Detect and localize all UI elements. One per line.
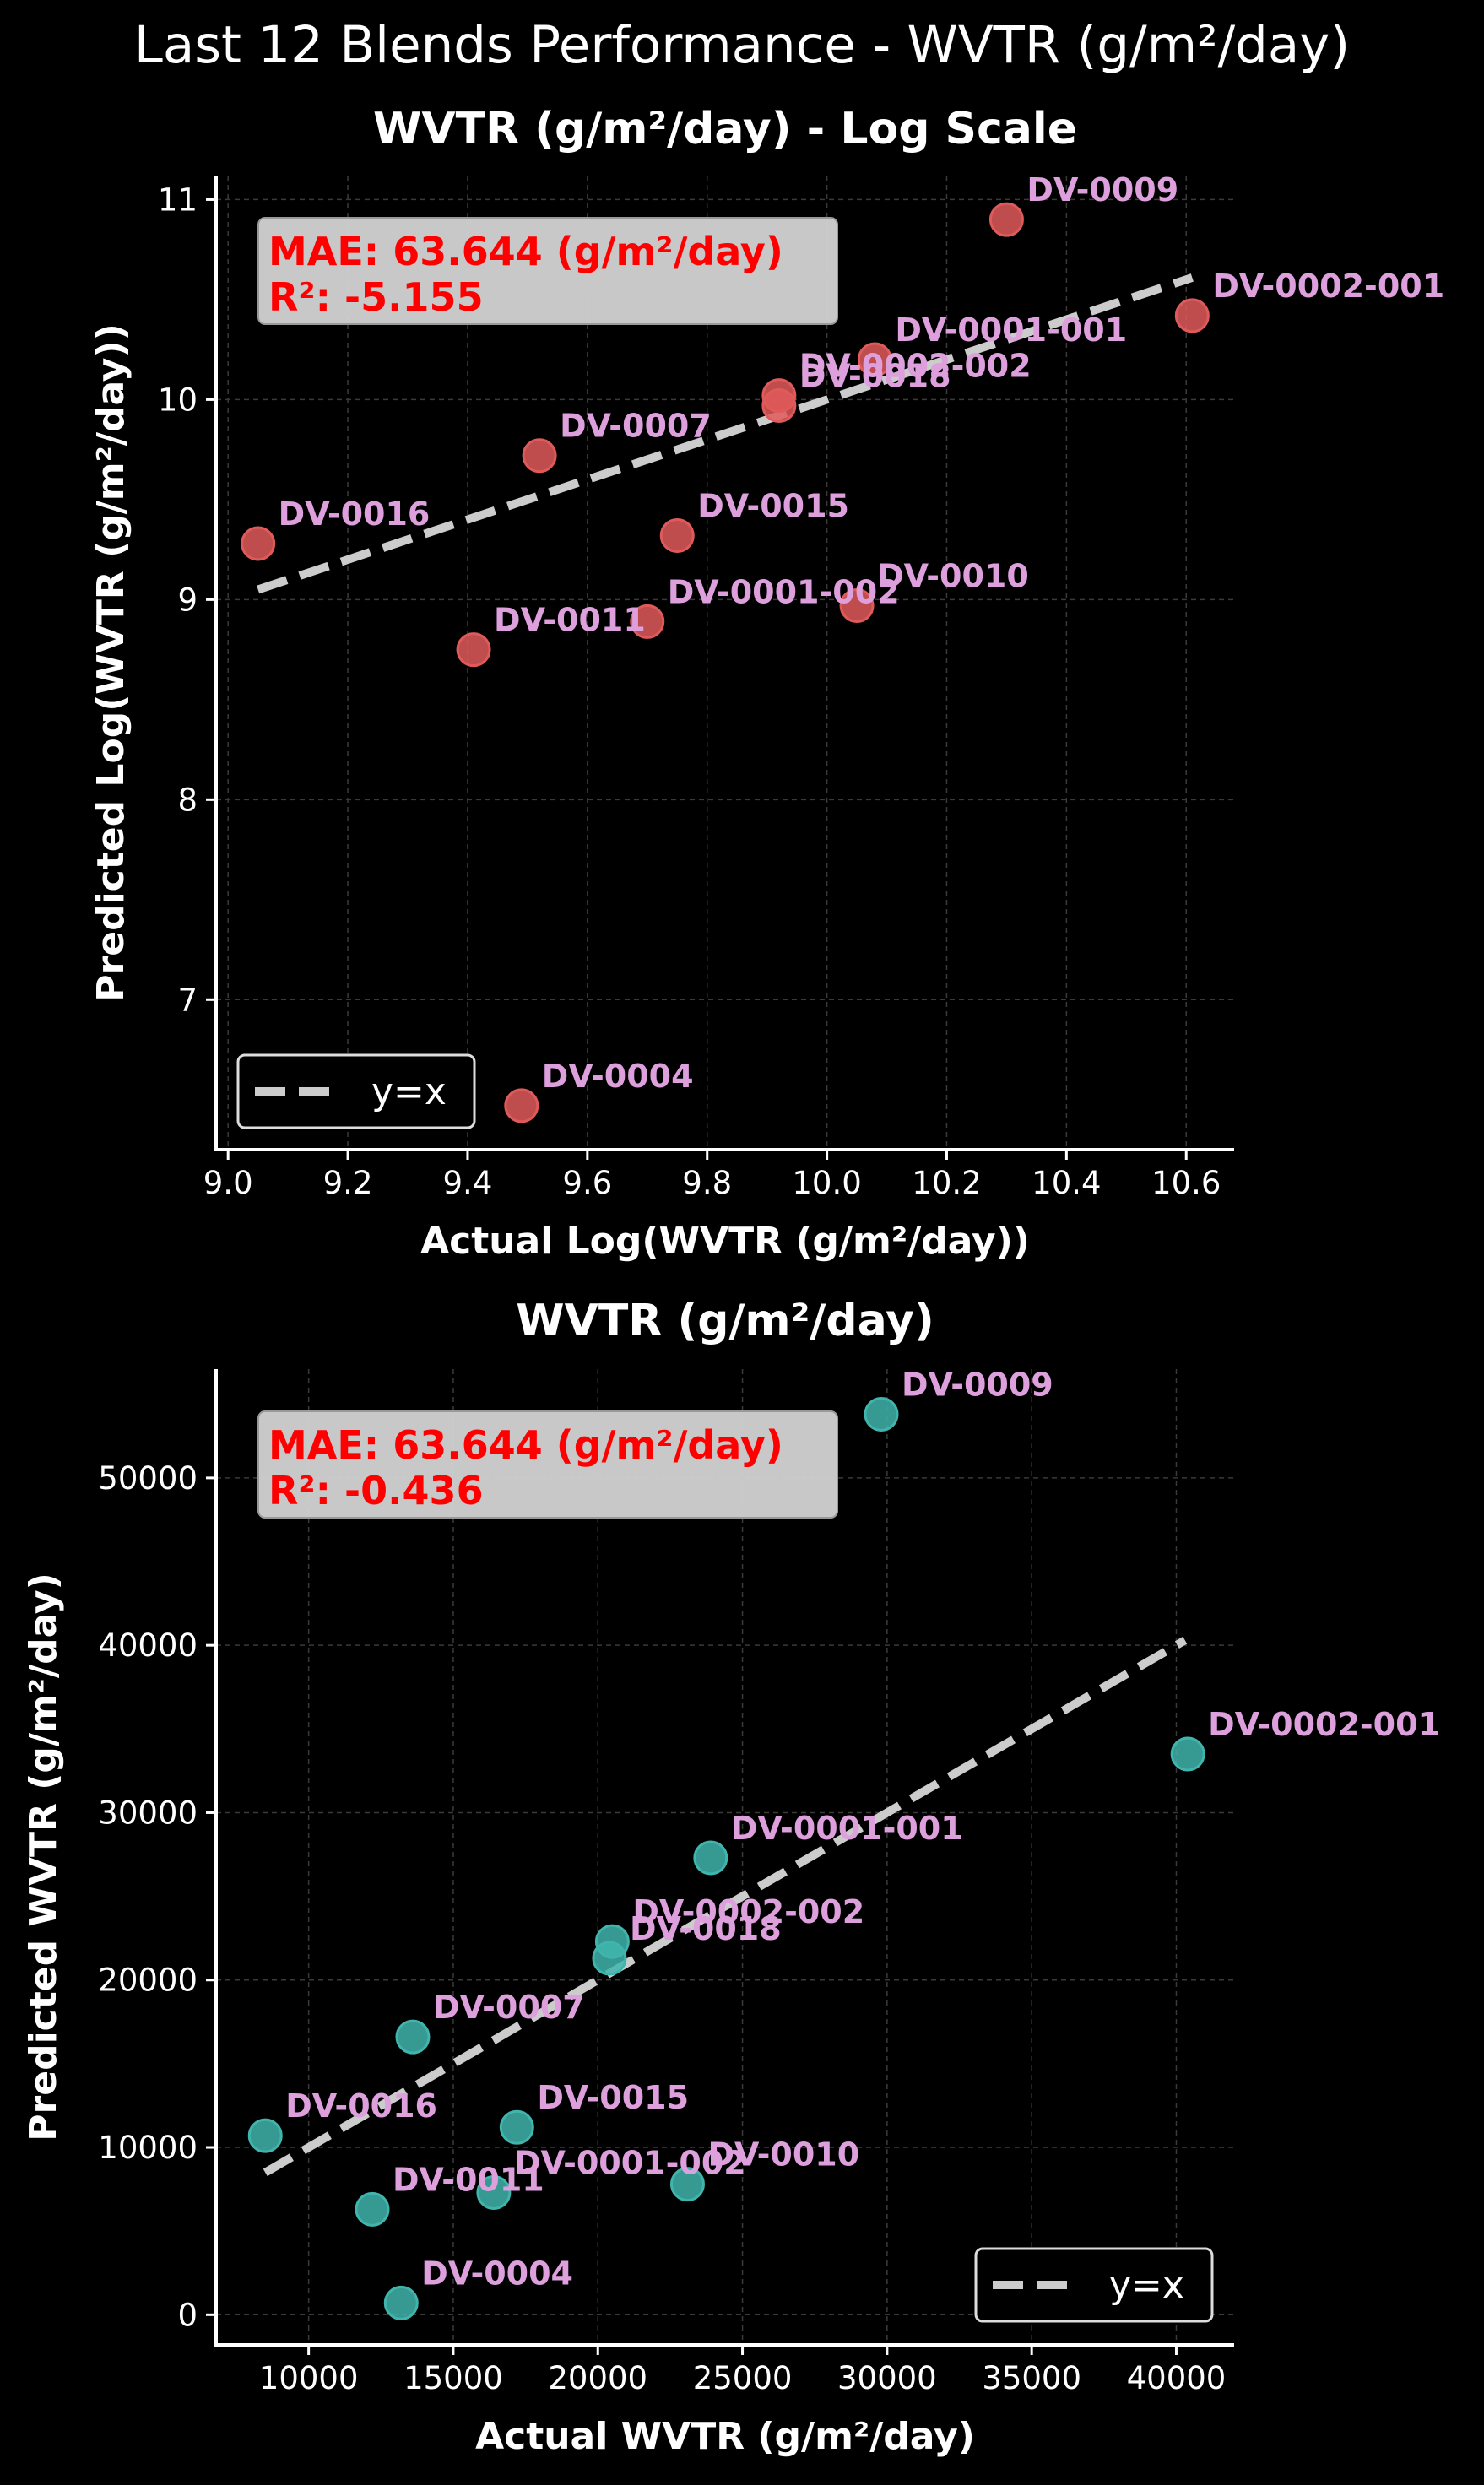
data-point <box>857 342 892 377</box>
x-tick-label: 10.4 <box>1032 1165 1101 1201</box>
figure-title: Last 12 Blends Performance - WVTR (g/m²/… <box>133 15 1351 75</box>
data-point <box>988 202 1024 237</box>
r2-text: R²: -0.436 <box>268 1468 484 1513</box>
point-label: DV-0010 <box>877 557 1029 594</box>
x-tick-label: 9.4 <box>443 1165 493 1201</box>
y-tick-label: 0 <box>177 2297 198 2333</box>
data-point <box>659 518 695 554</box>
y-tick-label: 40000 <box>98 1627 198 1664</box>
data-point <box>761 388 797 424</box>
x-axis-title: Actual WVTR (g/m²/day) <box>475 2415 975 2458</box>
data-point <box>669 2167 705 2202</box>
data-point <box>630 604 665 639</box>
chart-title: WVTR (g/m²/day) <box>516 1296 934 1346</box>
chart-log-scale: 9.0 9.2 9.4 9.6 9.8 10.0 10.2 10.4 10.6 7 8 9 10 11 WV… <box>89 104 1444 1263</box>
metrics-box <box>257 1410 838 1519</box>
x-tick-label: 25000 <box>693 2360 793 2396</box>
data-point <box>383 2285 419 2320</box>
point-label: DV-0001-002 <box>668 573 900 610</box>
point-label: DV-0002-001 <box>1208 1706 1440 1743</box>
point-label: DV-0016 <box>285 2087 437 2125</box>
data-point <box>504 1088 539 1123</box>
y-axis-title: Predicted Log(WVTR (g/m²/day)) <box>89 323 133 1001</box>
data-point <box>499 2109 534 2145</box>
y-tick-label: 11 <box>158 181 198 218</box>
mae-text: MAE: 63.644 (g/m²/day) <box>268 229 783 274</box>
x-tick-label: 9.2 <box>323 1165 373 1201</box>
data-point <box>247 2118 283 2153</box>
point-label: DV-0001-001 <box>895 311 1127 349</box>
x-tick-label: 40000 <box>1127 2360 1227 2396</box>
data-point <box>395 2019 431 2055</box>
point-label: DV-0011 <box>393 2161 544 2198</box>
point-label: DV-0009 <box>1026 171 1178 208</box>
x-tick-label: 9.6 <box>562 1165 612 1201</box>
legend-label: y=x <box>371 1070 447 1113</box>
identity-line <box>263 1636 1188 2177</box>
point-label: DV-0001-001 <box>731 1810 963 1847</box>
r2-text: R²: -5.155 <box>268 274 484 320</box>
metrics-box <box>257 217 838 325</box>
data-point <box>476 2175 512 2211</box>
point-label: DV-0007 <box>560 408 712 445</box>
x-tick-label: 10.2 <box>912 1165 981 1201</box>
mae-text: MAE: 63.644 (g/m²/day) <box>268 1422 783 1468</box>
legend-label: y=x <box>1109 2264 1184 2307</box>
data-point <box>355 2191 390 2227</box>
x-tick-label: 10000 <box>259 2360 359 2396</box>
data-point <box>839 587 875 623</box>
x-tick-label: 30000 <box>837 2360 937 2396</box>
point-label: DV-0010 <box>707 2136 859 2174</box>
point-label: DV-0016 <box>279 495 431 533</box>
y-tick-label: 10000 <box>98 2130 198 2166</box>
y-tick-label: 8 <box>177 782 198 818</box>
data-point <box>693 1840 728 1876</box>
identity-line <box>257 273 1194 594</box>
legend-box <box>236 1053 476 1129</box>
x-axis-title: Actual Log(WVTR (g/m²/day)) <box>420 1220 1030 1263</box>
y-axis-title: Predicted WVTR (g/m²/day) <box>22 1573 65 2141</box>
legend-box <box>974 2247 1214 2323</box>
y-tick-label: 50000 <box>98 1460 198 1497</box>
point-label: DV-0002-002 <box>799 348 1032 385</box>
data-point <box>241 526 276 561</box>
point-label: DV-0004 <box>542 1058 694 1095</box>
point-label: DV-0007 <box>433 1989 585 2026</box>
y-tick-label: 10 <box>158 382 198 418</box>
x-tick-label: 20000 <box>548 2360 647 2396</box>
data-point <box>456 632 491 668</box>
point-label: DV-0001-002 <box>514 2145 746 2182</box>
point-label: DV-0002-001 <box>1212 268 1444 305</box>
point-label: DV-0018 <box>799 358 951 395</box>
point-label: DV-0018 <box>630 1910 782 1947</box>
data-point <box>1170 1736 1205 1772</box>
chart-linear-scale: 10000 15000 20000 25000 30000 35000 40000 0 1000… <box>22 1296 1440 2458</box>
y-tick-label: 9 <box>177 582 198 618</box>
point-label: DV-0004 <box>421 2255 573 2292</box>
data-point <box>864 1397 899 1432</box>
point-label: DV-0015 <box>537 2079 689 2116</box>
data-point <box>522 438 557 474</box>
x-tick-label: 10.0 <box>792 1165 861 1201</box>
point-label: DV-0011 <box>494 602 646 639</box>
x-tick-label: 15000 <box>403 2360 503 2396</box>
y-tick-label: 7 <box>177 982 198 1018</box>
x-tick-label: 35000 <box>982 2360 1081 2396</box>
y-tick-label: 20000 <box>98 1963 198 1999</box>
data-point <box>592 1941 627 1976</box>
x-tick-label: 10.6 <box>1151 1165 1221 1201</box>
point-label: DV-0002-002 <box>632 1893 864 1930</box>
point-label: DV-0015 <box>697 488 849 525</box>
data-point <box>1174 298 1210 333</box>
y-tick-label: 30000 <box>98 1795 198 1831</box>
x-tick-label: 9.8 <box>682 1165 732 1201</box>
x-tick-label: 9.0 <box>203 1165 253 1201</box>
chart-title: WVTR (g/m²/day) - Log Scale <box>373 104 1077 154</box>
point-label: DV-0009 <box>902 1367 1053 1404</box>
